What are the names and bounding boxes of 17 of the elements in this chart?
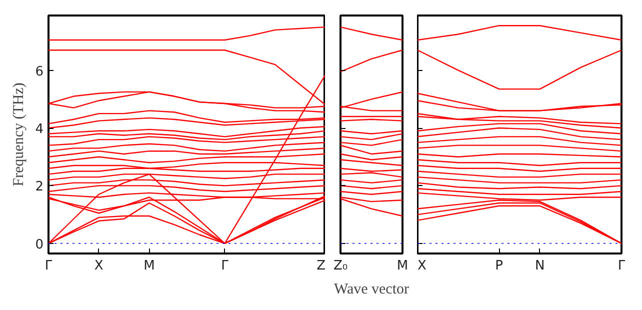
x-tick-label: X bbox=[418, 258, 426, 274]
y-tick-label: 0 bbox=[35, 237, 44, 252]
y-tick-label: 4 bbox=[35, 122, 44, 138]
y-tick-label: 6 bbox=[35, 64, 44, 80]
y-tick-label: 2 bbox=[35, 180, 44, 195]
x-tick-label: M bbox=[144, 258, 155, 274]
x-tick-label: P bbox=[495, 258, 504, 274]
x-tick-label: Γ bbox=[221, 258, 230, 274]
x-tick-label: Z bbox=[316, 258, 326, 274]
x-tick-label: Γ bbox=[44, 258, 53, 274]
x-tick-label: N bbox=[535, 258, 545, 274]
y-axis-title: Frequency (THz) bbox=[11, 82, 28, 186]
x-axis-title: Wave vector bbox=[334, 282, 410, 298]
x-tick-label: X bbox=[94, 258, 104, 274]
x-tick-label: Z₀ bbox=[333, 258, 348, 274]
x-tick-label: M bbox=[396, 258, 408, 274]
x-tick-label: Γ bbox=[618, 258, 626, 274]
